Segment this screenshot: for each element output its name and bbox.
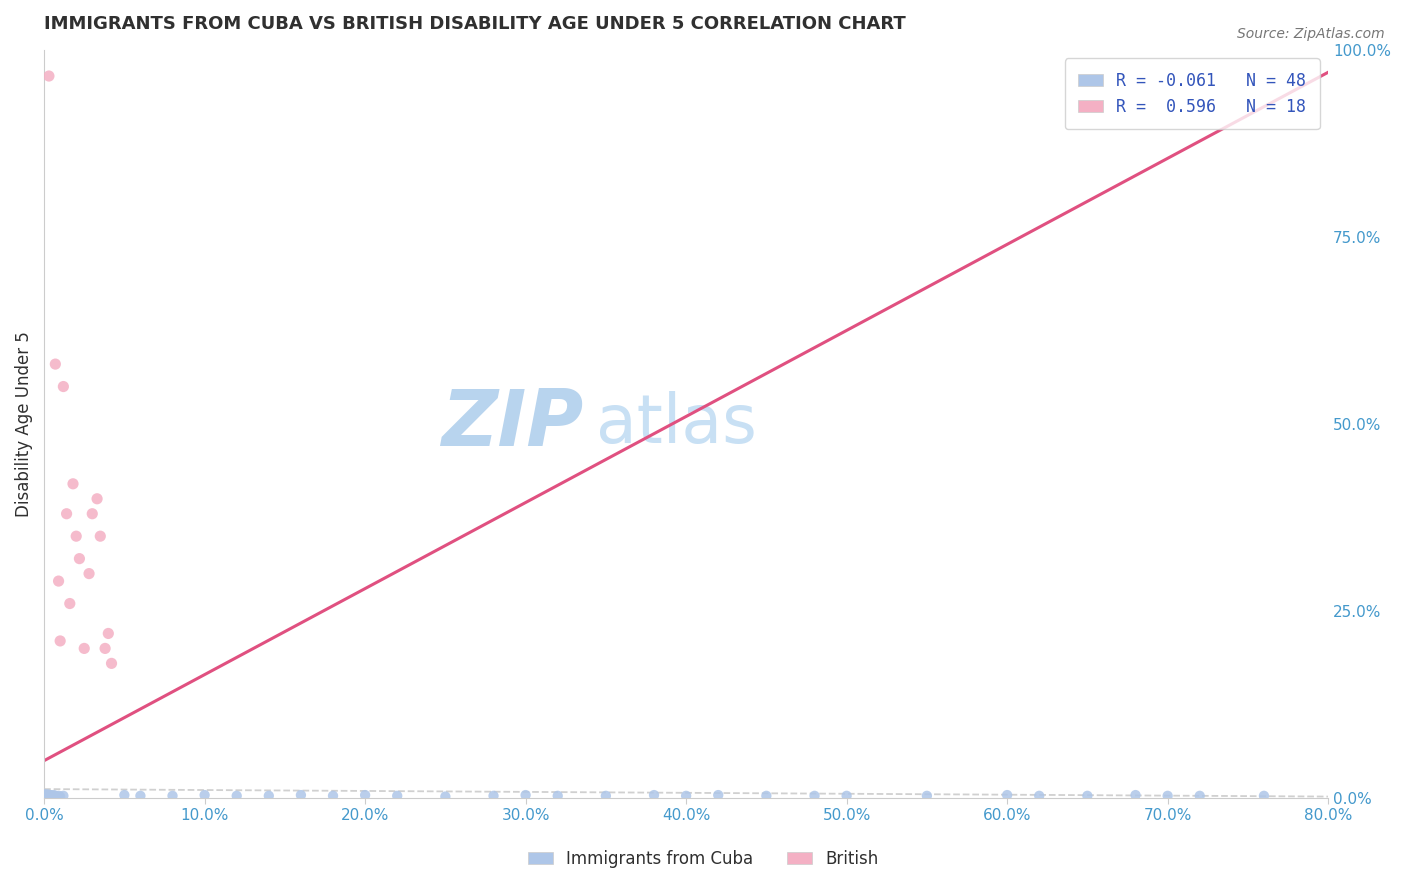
Point bbox=[67, 551, 90, 566]
Point bbox=[38, 789, 60, 803]
Point bbox=[48, 789, 70, 803]
Point bbox=[1028, 789, 1050, 803]
Point bbox=[595, 789, 617, 803]
Text: Source: ZipAtlas.com: Source: ZipAtlas.com bbox=[1237, 27, 1385, 41]
Point bbox=[643, 788, 665, 802]
Point bbox=[48, 574, 70, 588]
Point bbox=[52, 789, 75, 803]
Point bbox=[755, 789, 778, 803]
Point bbox=[1125, 788, 1147, 802]
Point bbox=[39, 789, 62, 803]
Point bbox=[32, 787, 55, 801]
Point bbox=[38, 69, 60, 83]
Point bbox=[322, 789, 344, 803]
Point bbox=[515, 788, 537, 802]
Point bbox=[162, 789, 184, 803]
Point bbox=[82, 507, 104, 521]
Point bbox=[46, 789, 69, 804]
Point bbox=[73, 641, 96, 656]
Point bbox=[995, 788, 1018, 802]
Point bbox=[707, 788, 730, 802]
Point bbox=[803, 789, 825, 803]
Point bbox=[38, 788, 60, 802]
Point bbox=[547, 789, 569, 803]
Point bbox=[49, 789, 72, 804]
Legend: Immigrants from Cuba, British: Immigrants from Cuba, British bbox=[522, 844, 884, 875]
Point bbox=[59, 597, 82, 611]
Point bbox=[49, 634, 72, 648]
Point bbox=[835, 789, 858, 803]
Point bbox=[1188, 789, 1211, 803]
Point bbox=[65, 529, 87, 543]
Point bbox=[44, 789, 66, 803]
Point bbox=[100, 657, 122, 671]
Text: atlas: atlas bbox=[596, 391, 756, 457]
Point bbox=[52, 379, 75, 393]
Point bbox=[97, 626, 120, 640]
Point bbox=[42, 789, 65, 804]
Point bbox=[86, 491, 108, 506]
Point bbox=[225, 789, 247, 803]
Point bbox=[35, 789, 58, 803]
Point bbox=[38, 789, 60, 804]
Text: IMMIGRANTS FROM CUBA VS BRITISH DISABILITY AGE UNDER 5 CORRELATION CHART: IMMIGRANTS FROM CUBA VS BRITISH DISABILI… bbox=[44, 15, 905, 33]
Point bbox=[434, 789, 457, 804]
Point bbox=[39, 788, 62, 802]
Point bbox=[55, 507, 77, 521]
Point bbox=[482, 789, 505, 803]
Point bbox=[1076, 789, 1098, 803]
Point bbox=[42, 788, 65, 802]
Point bbox=[89, 529, 111, 543]
Text: ZIP: ZIP bbox=[441, 386, 583, 462]
Point bbox=[77, 566, 100, 581]
Point bbox=[387, 789, 409, 803]
Point bbox=[41, 789, 63, 803]
Point bbox=[112, 788, 135, 802]
Point bbox=[37, 789, 59, 804]
Point bbox=[35, 788, 58, 802]
Point bbox=[62, 476, 84, 491]
Point bbox=[675, 789, 697, 803]
Point bbox=[290, 788, 312, 802]
Point bbox=[1156, 789, 1178, 803]
Legend: R = -0.061   N = 48, R =  0.596   N = 18: R = -0.061 N = 48, R = 0.596 N = 18 bbox=[1064, 58, 1320, 129]
Point bbox=[257, 789, 280, 803]
Point bbox=[129, 789, 152, 803]
Point bbox=[194, 788, 217, 802]
Point bbox=[354, 788, 377, 802]
Point bbox=[94, 641, 117, 656]
Point bbox=[1253, 789, 1275, 803]
Point bbox=[41, 789, 63, 804]
Point bbox=[915, 789, 938, 803]
Point bbox=[37, 787, 59, 801]
Y-axis label: Disability Age Under 5: Disability Age Under 5 bbox=[15, 331, 32, 516]
Point bbox=[44, 357, 66, 371]
